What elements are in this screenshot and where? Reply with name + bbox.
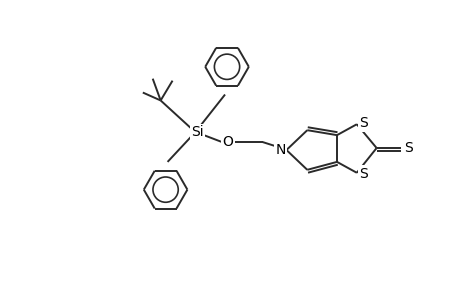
- Text: S: S: [358, 167, 367, 181]
- Text: Si: Si: [190, 125, 203, 139]
- Text: O: O: [222, 135, 233, 149]
- Text: N: N: [275, 143, 285, 157]
- Text: S: S: [403, 141, 412, 155]
- Text: S: S: [358, 116, 367, 130]
